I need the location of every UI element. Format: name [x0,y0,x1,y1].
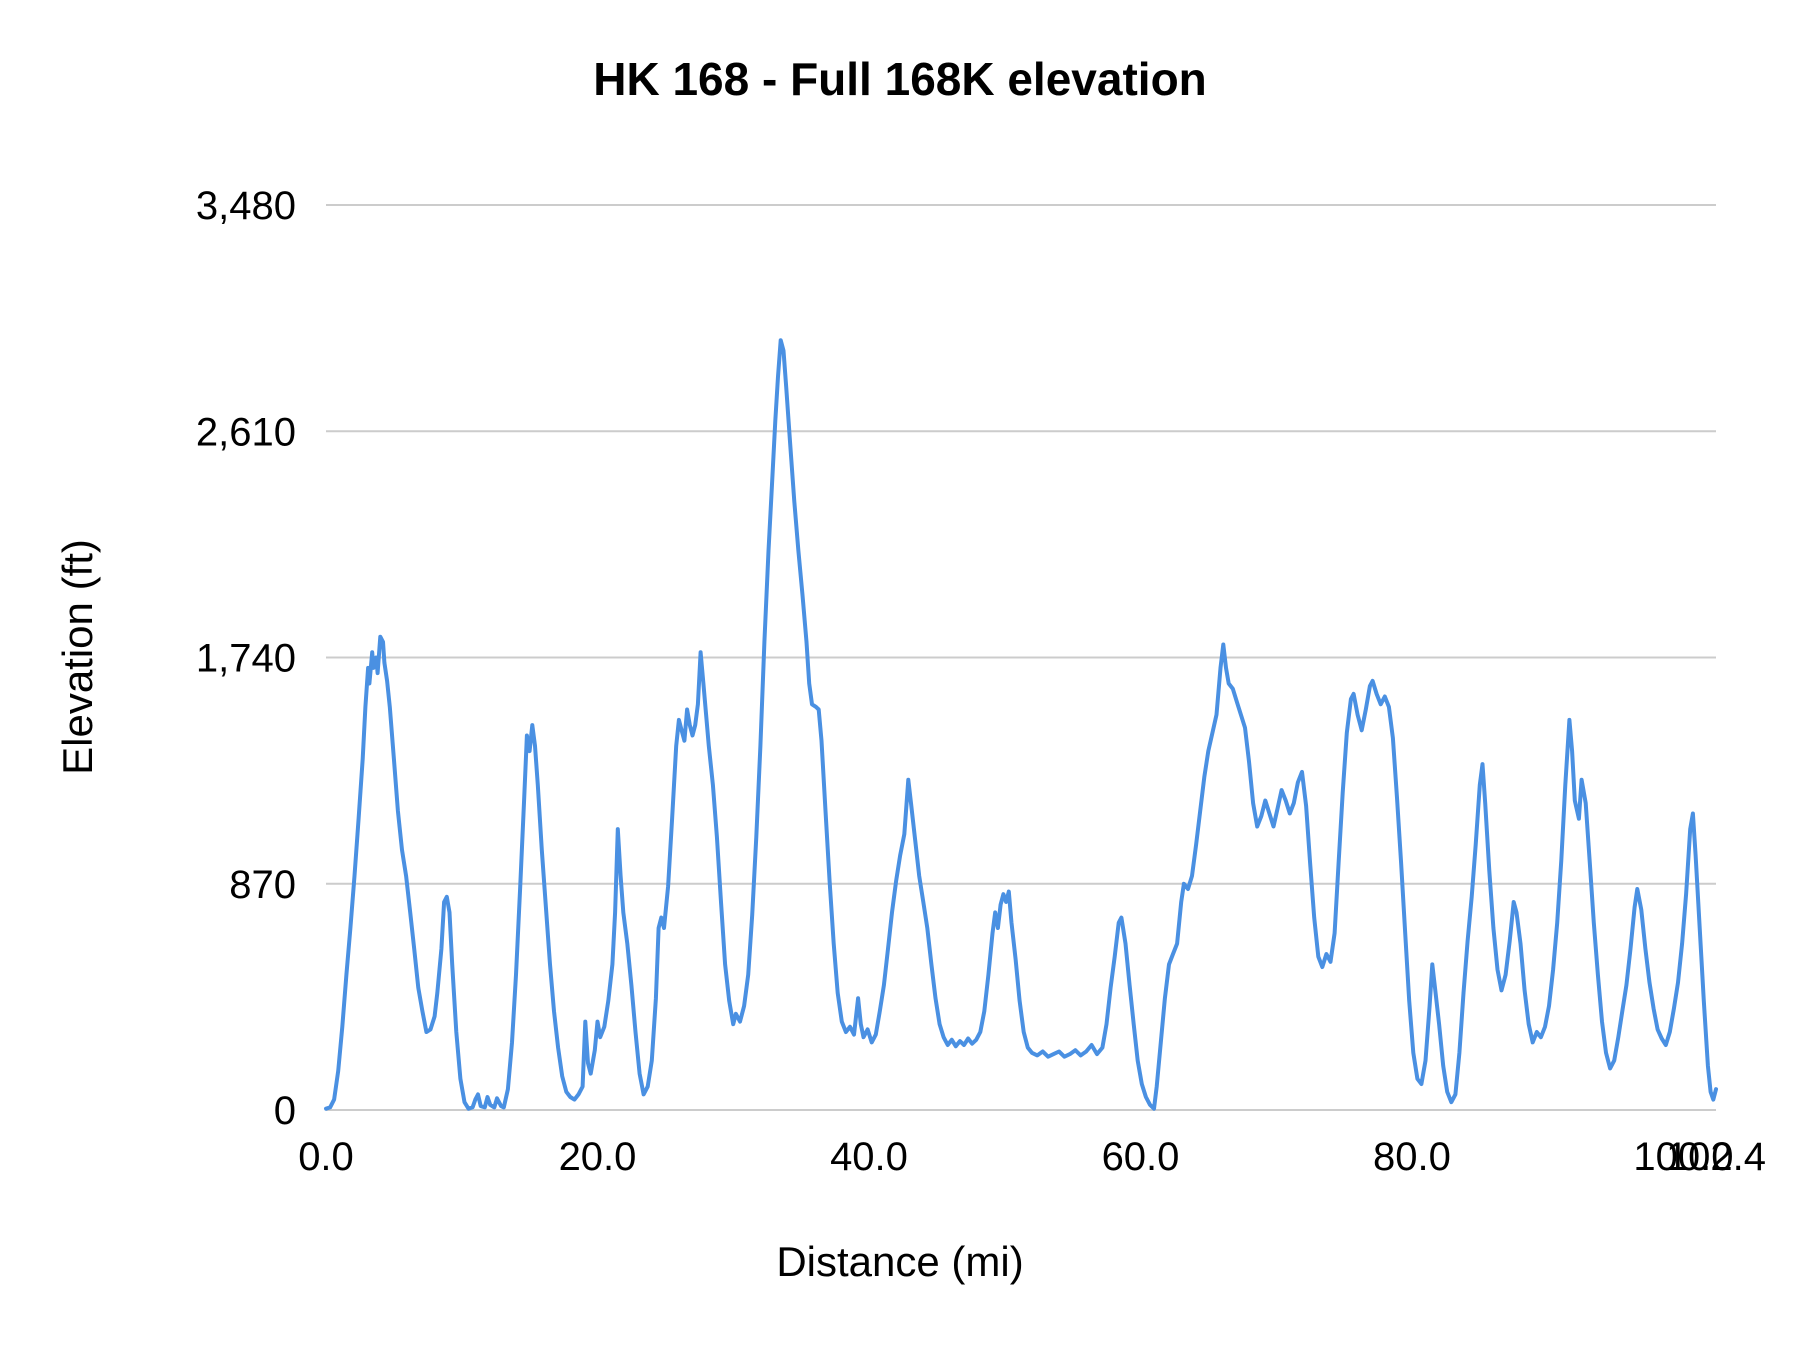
chart-title: HK 168 - Full 168K elevation [593,53,1207,105]
x-tick-label: 40.0 [830,1135,908,1179]
x-tick-label: 80.0 [1373,1135,1451,1179]
x-tick-label: 102.4 [1666,1135,1766,1179]
x-tick-label: 20.0 [559,1135,637,1179]
y-tick-label: 3,480 [196,184,296,228]
x-tick-label: 0.0 [298,1135,354,1179]
y-tick-label: 870 [229,863,296,907]
y-tick-label: 1,740 [196,637,296,681]
x-tick-label: 100.0 [1633,1135,1733,1179]
x-axis-title: Distance (mi) [776,1238,1024,1285]
x-tick-label: 60.0 [1102,1135,1180,1179]
elevation-line [324,338,1718,1111]
y-tick-label: 0 [274,1089,296,1133]
y-axis-title: Elevation (ft) [54,539,101,775]
y-tick-label: 2,610 [196,410,296,454]
